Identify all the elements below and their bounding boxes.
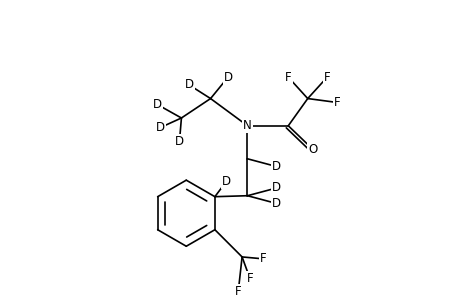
Text: D: D [184, 78, 193, 92]
Text: D: D [271, 182, 280, 194]
Text: O: O [307, 142, 317, 156]
Text: F: F [235, 285, 241, 298]
Text: F: F [323, 71, 330, 84]
Text: D: D [155, 121, 164, 134]
Text: F: F [260, 252, 266, 266]
Text: F: F [285, 71, 291, 84]
Text: D: D [174, 135, 184, 148]
Text: D: D [271, 197, 280, 210]
Text: D: D [222, 175, 230, 188]
Text: F: F [246, 272, 252, 285]
Text: D: D [223, 71, 232, 84]
Text: N: N [243, 119, 252, 132]
Text: F: F [333, 96, 340, 109]
Text: D: D [271, 160, 280, 173]
Text: D: D [152, 98, 161, 111]
